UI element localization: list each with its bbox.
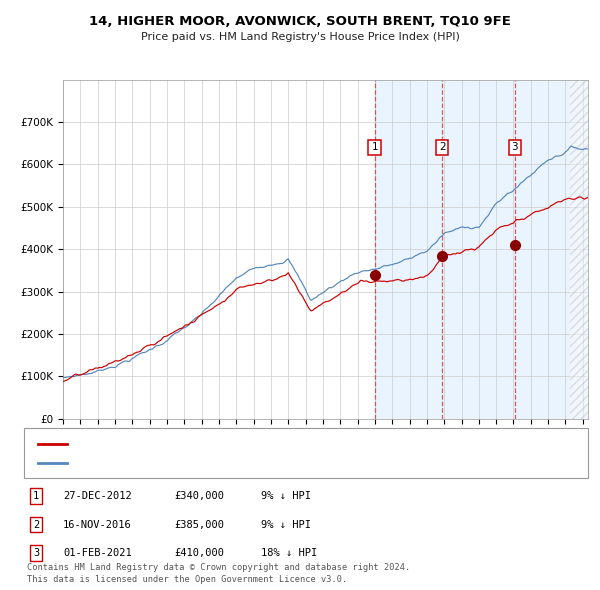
14, HIGHER MOOR, AVONWICK, SOUTH BRENT, TQ10 9FE (detached house): [577, 194, 584, 201]
Bar: [375, 80, 588, 419]
Text: Price paid vs. HM Land Registry's House Price Index (HPI): Price paid vs. HM Land Registry's House …: [140, 32, 460, 42]
Text: 14, HIGHER MOOR, AVONWICK, SOUTH BRENT, TQ10 9FE: 14, HIGHER MOOR, AVONWICK, SOUTH BRENT, …: [89, 15, 511, 28]
Text: 1: 1: [371, 143, 378, 152]
14, HIGHER MOOR, AVONWICK, SOUTH BRENT, TQ10 9FE (detached house): [59, 378, 67, 385]
Text: £340,000: £340,000: [174, 491, 224, 501]
Text: HPI: Average price, detached house, South Hams: HPI: Average price, detached house, Sout…: [74, 458, 344, 468]
HPI: Average price, detached house, South Hams: (2e+03, 2e+05): Average price, detached house, South Ham…: [170, 330, 178, 337]
HPI: Average price, detached house, South Hams: (2e+03, 9.7e+04): Average price, detached house, South Ham…: [59, 374, 67, 381]
HPI: Average price, detached house, South Hams: (2.02e+03, 6.43e+05): Average price, detached house, South Ham…: [568, 143, 575, 150]
Text: 9% ↓ HPI: 9% ↓ HPI: [261, 520, 311, 529]
Text: £410,000: £410,000: [174, 548, 224, 558]
14, HIGHER MOOR, AVONWICK, SOUTH BRENT, TQ10 9FE (detached house): [585, 194, 592, 201]
Text: 2: 2: [33, 520, 39, 529]
Text: 3: 3: [512, 143, 518, 152]
14, HIGHER MOOR, AVONWICK, SOUTH BRENT, TQ10 9FE (detached house): [510, 219, 517, 227]
14, HIGHER MOOR, AVONWICK, SOUTH BRENT, TQ10 9FE (detached house): [560, 196, 568, 204]
Text: 1: 1: [33, 491, 39, 501]
Text: Contains HM Land Registry data © Crown copyright and database right 2024.: Contains HM Land Registry data © Crown c…: [27, 563, 410, 572]
HPI: Average price, detached house, South Hams: (2.01e+03, 3.65e+05): Average price, detached house, South Ham…: [272, 261, 279, 268]
14, HIGHER MOOR, AVONWICK, SOUTH BRENT, TQ10 9FE (detached house): [204, 308, 211, 315]
Bar: [570, 80, 588, 419]
Text: 27-DEC-2012: 27-DEC-2012: [63, 491, 132, 501]
HPI: Average price, detached house, South Hams: (2e+03, 2.62e+05): Average price, detached house, South Ham…: [204, 304, 211, 312]
Text: 14, HIGHER MOOR, AVONWICK, SOUTH BRENT, TQ10 9FE (detached house): 14, HIGHER MOOR, AVONWICK, SOUTH BRENT, …: [74, 439, 455, 449]
14, HIGHER MOOR, AVONWICK, SOUTH BRENT, TQ10 9FE (detached house): [170, 329, 178, 336]
Line: 14, HIGHER MOOR, AVONWICK, SOUTH BRENT, TQ10 9FE (detached house): 14, HIGHER MOOR, AVONWICK, SOUTH BRENT, …: [63, 197, 589, 382]
Text: 01-FEB-2021: 01-FEB-2021: [63, 548, 132, 558]
14, HIGHER MOOR, AVONWICK, SOUTH BRENT, TQ10 9FE (detached house): [272, 276, 279, 283]
HPI: Average price, detached house, South Hams: (2.02e+03, 6.26e+05): Average price, detached house, South Ham…: [560, 150, 568, 157]
Line: HPI: Average price, detached house, South Hams: HPI: Average price, detached house, Sout…: [63, 146, 589, 378]
Text: This data is licensed under the Open Government Licence v3.0.: This data is licensed under the Open Gov…: [27, 575, 347, 584]
HPI: Average price, detached house, South Hams: (2.01e+03, 3.63e+05): Average price, detached house, South Ham…: [269, 261, 276, 268]
HPI: Average price, detached house, South Hams: (2.03e+03, 6.36e+05): Average price, detached house, South Ham…: [585, 146, 592, 153]
Text: 2: 2: [439, 143, 445, 152]
HPI: Average price, detached house, South Hams: (2.02e+03, 5.39e+05): Average price, detached house, South Ham…: [510, 187, 517, 194]
Text: 18% ↓ HPI: 18% ↓ HPI: [261, 548, 317, 558]
Text: 16-NOV-2016: 16-NOV-2016: [63, 520, 132, 529]
Text: £385,000: £385,000: [174, 520, 224, 529]
Text: 9% ↓ HPI: 9% ↓ HPI: [261, 491, 311, 501]
14, HIGHER MOOR, AVONWICK, SOUTH BRENT, TQ10 9FE (detached house): [269, 277, 276, 284]
Text: 3: 3: [33, 548, 39, 558]
